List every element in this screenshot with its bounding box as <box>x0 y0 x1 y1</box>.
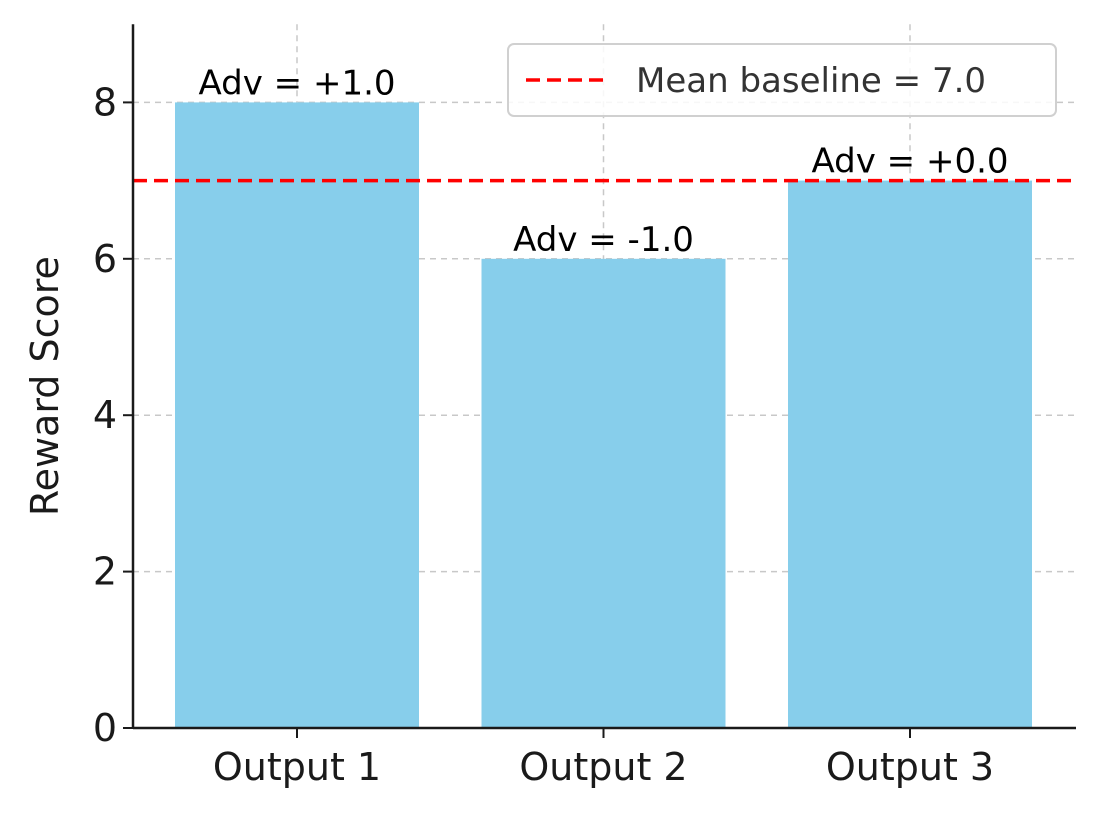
x-tick-label: Output 2 <box>519 745 687 789</box>
y-tick-label: 2 <box>93 550 117 594</box>
y-tick-label: 6 <box>93 237 117 281</box>
data-labels: Adv = +1.0 Adv = -1.0 Adv = +0.0 <box>198 63 1008 259</box>
axes: 0 2 4 6 8 Output 1 Output 2 Output 3 Reward Scor… <box>23 24 1076 789</box>
bar <box>481 258 726 728</box>
bar <box>175 102 419 728</box>
legend: Mean baseline = 7.0 <box>507 43 1057 117</box>
bar-data-label: Adv = -1.0 <box>513 220 694 260</box>
y-tick-label: 8 <box>93 80 117 124</box>
x-tick-label: Output 3 <box>826 745 994 789</box>
y-tick-label: 4 <box>93 393 117 437</box>
bar-data-label: Adv = +0.0 <box>811 142 1008 182</box>
y-tick-label: 0 <box>93 706 117 750</box>
legend-label: Mean baseline = 7.0 <box>636 61 986 101</box>
x-tick-label: Output 1 <box>213 745 381 789</box>
y-axis-title: Reward Score <box>23 256 67 516</box>
bar <box>788 180 1032 729</box>
bar-data-label: Adv = +1.0 <box>198 63 395 103</box>
legend-box <box>507 43 1057 117</box>
bars <box>175 102 1032 729</box>
